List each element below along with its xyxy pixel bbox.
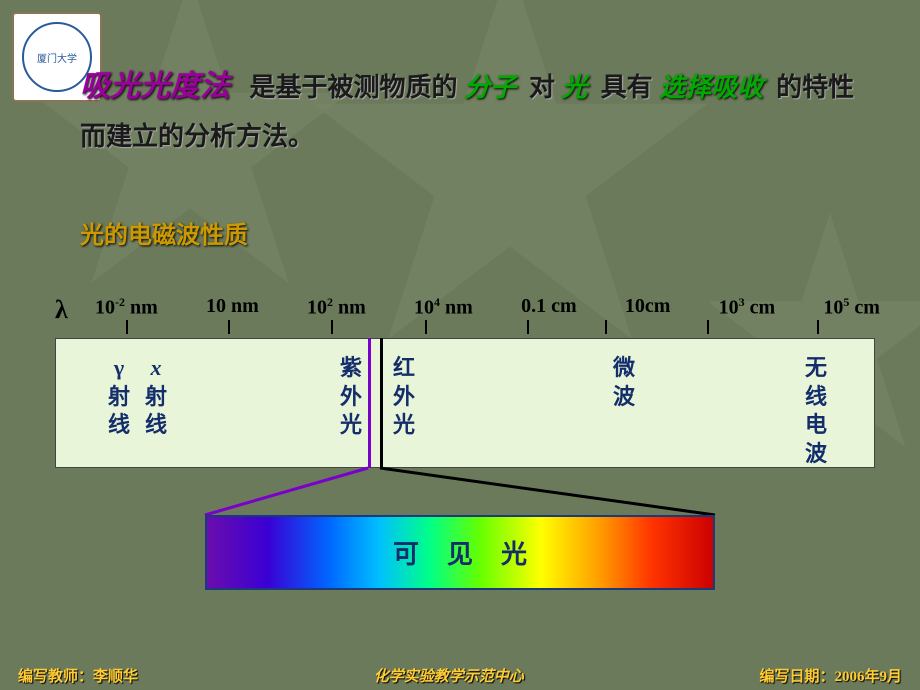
tick-mark <box>817 320 819 334</box>
visible-label: 可见光 <box>207 517 713 588</box>
footer: 编写教师：李顺华 化学实验教学示范中心 编写日期：2006年9月 <box>0 660 920 690</box>
spectrum-region: 紫外光 <box>336 354 366 440</box>
spectrum-region: 无线电波 <box>801 354 831 468</box>
scale-tick-label: 103 cm <box>719 295 776 320</box>
footer-center: 化学实验教学示范中心 <box>374 665 524 686</box>
tick-mark <box>126 320 128 334</box>
title-light: 光 <box>562 73 588 102</box>
title-txt2: 对 <box>529 73 555 102</box>
tick-mark <box>425 320 427 334</box>
spectrum-region: 微波 <box>609 354 639 411</box>
spectrum-box: γ射线x射线 紫外光红外光 微波 无线电波 <box>55 338 875 468</box>
tick-mark <box>707 320 709 334</box>
scale-labels: 10-2 nm 10 nm 102 nm 104 nm 0.1 cm 10cm 103 cm… <box>95 295 880 320</box>
title-txt3: 具有 <box>601 73 653 102</box>
scale-tick-label: 105 cm <box>823 295 880 320</box>
section-title: 光的电磁波性质 <box>80 215 248 250</box>
lambda-symbol: λ <box>55 295 68 325</box>
scale-tick-label: 10cm <box>625 295 671 320</box>
spectrum-divider <box>368 338 371 468</box>
title-paragraph: 吸光光度法 是基于被测物质的 分子 对 光 具有 选择吸收 的特性而建立的分析方… <box>80 60 880 161</box>
title-molecule: 分子 <box>464 73 516 102</box>
scale-ticks <box>95 320 880 338</box>
footer-date: 编写日期：2006年9月 <box>759 665 902 686</box>
tick-mark <box>331 320 333 334</box>
spectrum-region: γ射线 <box>104 354 134 440</box>
visible-spectrum: 可见光 <box>205 515 715 590</box>
title-method: 吸光光度法 <box>80 70 230 103</box>
title-selective: 选择吸收 <box>659 73 763 102</box>
spectrum-region: 红外光 <box>389 354 419 440</box>
scale-tick-label: 104 nm <box>414 295 473 320</box>
tick-mark <box>527 320 529 334</box>
footer-author: 编写教师：李顺华 <box>18 665 138 686</box>
tick-mark <box>605 320 607 334</box>
scale-tick-label: 10 nm <box>206 295 259 320</box>
scale-tick-label: 10-2 nm <box>95 295 158 320</box>
tick-mark <box>228 320 230 334</box>
spectrum-divider <box>380 338 383 468</box>
spectrum-region: x射线 <box>141 354 171 440</box>
scale-tick-label: 102 nm <box>307 295 366 320</box>
title-txt1: 是基于被测物质的 <box>250 73 458 102</box>
scale-tick-label: 0.1 cm <box>521 295 577 320</box>
